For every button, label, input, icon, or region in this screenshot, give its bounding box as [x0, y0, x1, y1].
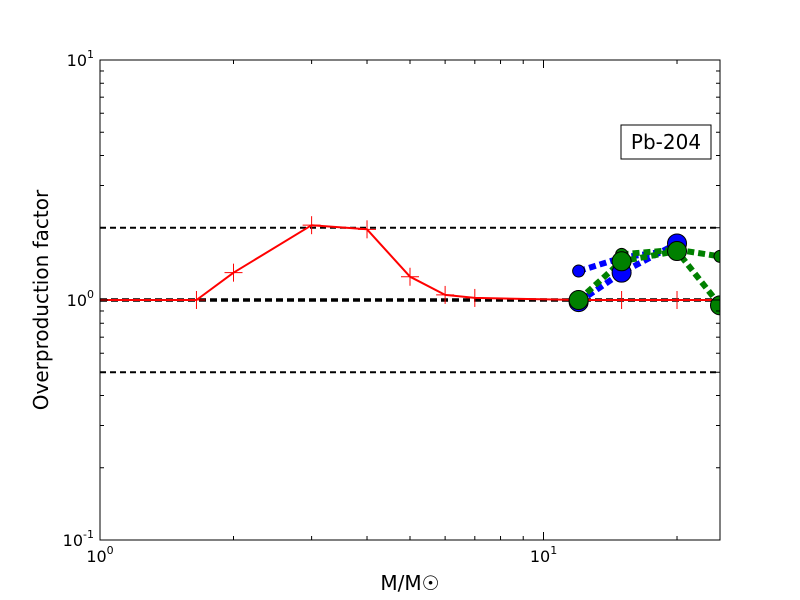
- series-0-point-5: [401, 267, 419, 286]
- x-axis-label: M/M☉: [380, 571, 439, 595]
- y-axis-label: Overproduction factor: [29, 189, 53, 410]
- annotation-box: Pb-204: [620, 124, 712, 160]
- markers-group: [568, 233, 720, 316]
- series-line-0: [100, 224, 720, 301]
- series-0-point-6: [436, 285, 455, 304]
- series-4-point-1: [611, 251, 632, 272]
- x-tick-label-1: 101: [530, 544, 557, 566]
- y-tick-label-2: 101: [67, 48, 94, 70]
- series-4-point-0: [568, 290, 589, 310]
- series-0-point-2: [224, 263, 243, 282]
- series-0-point-9: [612, 291, 631, 309]
- series-3-point-2: [713, 249, 720, 263]
- y-tick-label-1: 100: [67, 288, 94, 310]
- annotation-label: Pb-204: [631, 130, 701, 154]
- series-0-point-7: [465, 288, 484, 307]
- x-tick-label-0: 100: [86, 544, 113, 566]
- annotation-frame: [620, 124, 712, 160]
- series-0-point-4: [358, 220, 377, 239]
- series-line-4: [576, 248, 720, 308]
- y-tick-label-0: 10-1: [63, 528, 94, 550]
- series-4-point-2: [667, 241, 688, 262]
- series-0-point-1: [187, 291, 206, 309]
- series-0-point-10: [668, 291, 687, 309]
- series-0-point-3: [302, 216, 321, 235]
- series-4-point-3: [710, 295, 720, 316]
- series-1-point-0: [572, 264, 586, 278]
